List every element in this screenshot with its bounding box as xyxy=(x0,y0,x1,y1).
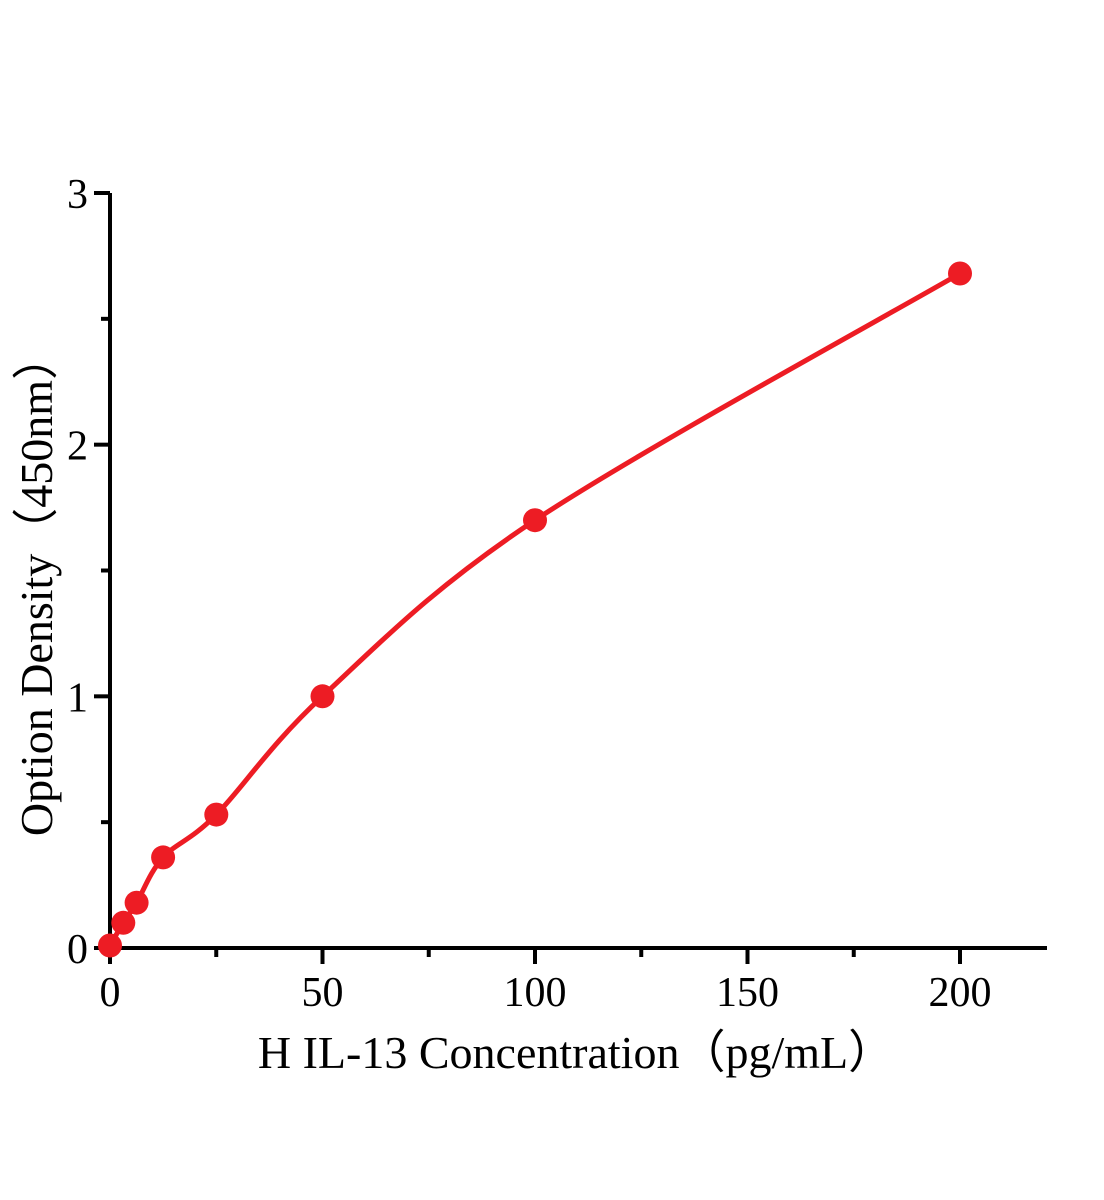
x-tick-label: 0 xyxy=(100,970,121,1016)
y-tick-label: 1 xyxy=(67,675,88,721)
x-tick-label: 200 xyxy=(929,970,992,1016)
data-point xyxy=(124,890,149,915)
data-point xyxy=(523,508,547,533)
data-point xyxy=(151,845,176,870)
fitted-curve xyxy=(107,271,963,948)
data-point xyxy=(204,802,229,827)
y-axis-title: Option Density（450nm） xyxy=(11,334,62,836)
y-tick-label: 3 xyxy=(67,172,88,218)
x-tick-label: 50 xyxy=(302,970,344,1016)
y-axis-ticks: 0 1 2 3 xyxy=(67,172,110,973)
data-point xyxy=(948,261,972,286)
data-point xyxy=(111,910,136,935)
standard-curve-line xyxy=(107,271,963,948)
x-axis-title: H IL-13 Concentration（pg/mL） xyxy=(258,1027,894,1078)
y-tick-label: 0 xyxy=(67,927,88,973)
data-point-markers xyxy=(98,261,972,958)
data-point xyxy=(310,684,335,709)
x-axis-ticks: 0 50 100 150 200 xyxy=(100,948,992,1016)
x-tick-label: 150 xyxy=(716,970,779,1016)
x-tick-label: 100 xyxy=(504,970,567,1016)
data-point xyxy=(98,933,122,958)
y-tick-label: 2 xyxy=(67,424,88,470)
